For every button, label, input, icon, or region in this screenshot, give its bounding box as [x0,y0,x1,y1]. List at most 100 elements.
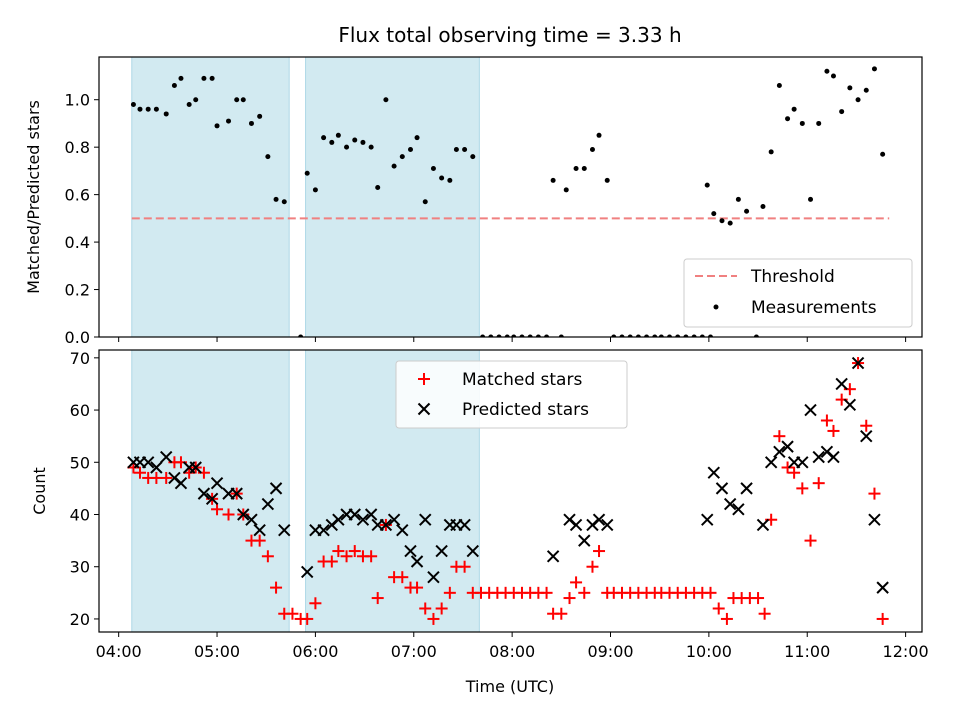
top-axes-frame [98,56,923,338]
predicted-star-point [740,482,753,495]
measurement-point [824,68,830,74]
matched-star-point [222,508,235,521]
predicted-star-point [387,513,401,526]
matched-star-point [773,430,786,443]
predicted-star-point [278,523,291,537]
predicted-star-point [756,518,770,532]
predicted-star-point [764,456,778,469]
top-y-axis: 0.0 0.2 0.4 0.6 0.8 1.0 [65,91,99,347]
predicted-star-point [868,513,881,526]
predicted-stars-points [127,356,889,594]
measurement-point [496,334,502,337]
top-y-axis-label: Matched/Predicted stars [24,100,43,294]
matched-star-point [593,545,606,558]
measurement-point [281,199,287,205]
matched-star-point [570,576,583,589]
measurement-point [312,187,318,193]
measurement-point [550,177,556,183]
matched-star-point [804,534,817,547]
measurement-point [863,87,869,93]
matched-star-point [270,581,283,594]
predicted-star-point [835,377,848,391]
predicted-star-point [701,513,714,526]
measurement-point [708,334,714,337]
measurement-point [375,185,381,191]
predicted-star-point [427,570,440,584]
measurement-point [581,166,587,172]
measurement-point [667,334,673,337]
matched-star-point [411,581,424,594]
predicted-star-point [715,482,729,495]
x-tick-label: 07:00 [391,642,437,661]
predicted-star-point [332,513,345,526]
predicted-star-point [253,523,266,537]
y-tick-label: 0.6 [65,186,90,205]
measurement-point [163,111,169,117]
measurement-point [248,120,254,126]
measurement-point [683,334,689,337]
predicted-star-point [410,555,424,568]
measurement-point [439,175,445,181]
measurement-point [880,151,886,157]
measurement-point [619,334,625,337]
predicted-star-point [860,429,873,443]
measurement-point [785,116,791,122]
matched-star-point [340,550,353,563]
top-legend-box [683,258,913,328]
predicted-star-point [827,450,840,464]
figure-title: Flux total observing time = 3.33 h [338,23,681,47]
measurement-point [368,144,374,150]
y-tick-label: 50 [70,453,90,472]
measurement-point [193,97,199,103]
measurement-point [430,166,436,172]
predicted-star-point [569,518,583,532]
measurement-points [130,66,886,337]
measurement-point [234,97,240,103]
measurement-point [214,123,220,129]
measurement-point [635,334,641,337]
matched-star-point [712,602,725,615]
measurement-point [407,147,413,153]
measurement-point [604,177,610,183]
shaded-interval-1 [305,56,480,338]
matched-star-point [435,602,448,615]
measurement-point [265,154,271,160]
predicted-star-point [732,503,745,516]
measurement-point [871,66,877,72]
matched-star-point [419,602,432,615]
predicted-star-point [317,523,330,537]
matched-legend-swatch [418,373,430,385]
shaded-interval-0 [131,56,290,338]
predicted-star-point [458,518,471,532]
predicted-star-point [876,581,889,594]
measurement-point [178,75,184,81]
y-tick-label: 60 [70,401,90,420]
measurement-point [652,334,658,337]
measurement-point [596,132,602,138]
matched-star-point [781,461,794,474]
predicted-star-point [348,508,361,521]
matched-star-point [720,612,733,625]
measurement-point [727,220,733,226]
predicted-star-point [301,565,314,579]
measurement-point [186,101,192,107]
measurement-point [329,139,335,145]
measurement-point [776,82,782,88]
x-tick-label: 05:00 [194,642,240,661]
measurement-point [504,334,510,337]
matched-star-point [261,550,274,563]
y-tick-label: 30 [70,558,90,577]
matched-star-point [443,586,456,599]
y-tick-label: 20 [70,610,90,629]
matched-star-point [788,466,801,479]
measurement-point [711,211,717,217]
measurement-point [735,196,741,202]
matched-star-point [860,419,873,432]
matched-star-point [555,607,568,620]
matched-star-point [578,586,591,599]
measurement-point [830,73,836,79]
matched-star-point [332,545,345,558]
matched-star-point [827,424,840,437]
measurement-point [644,334,650,337]
